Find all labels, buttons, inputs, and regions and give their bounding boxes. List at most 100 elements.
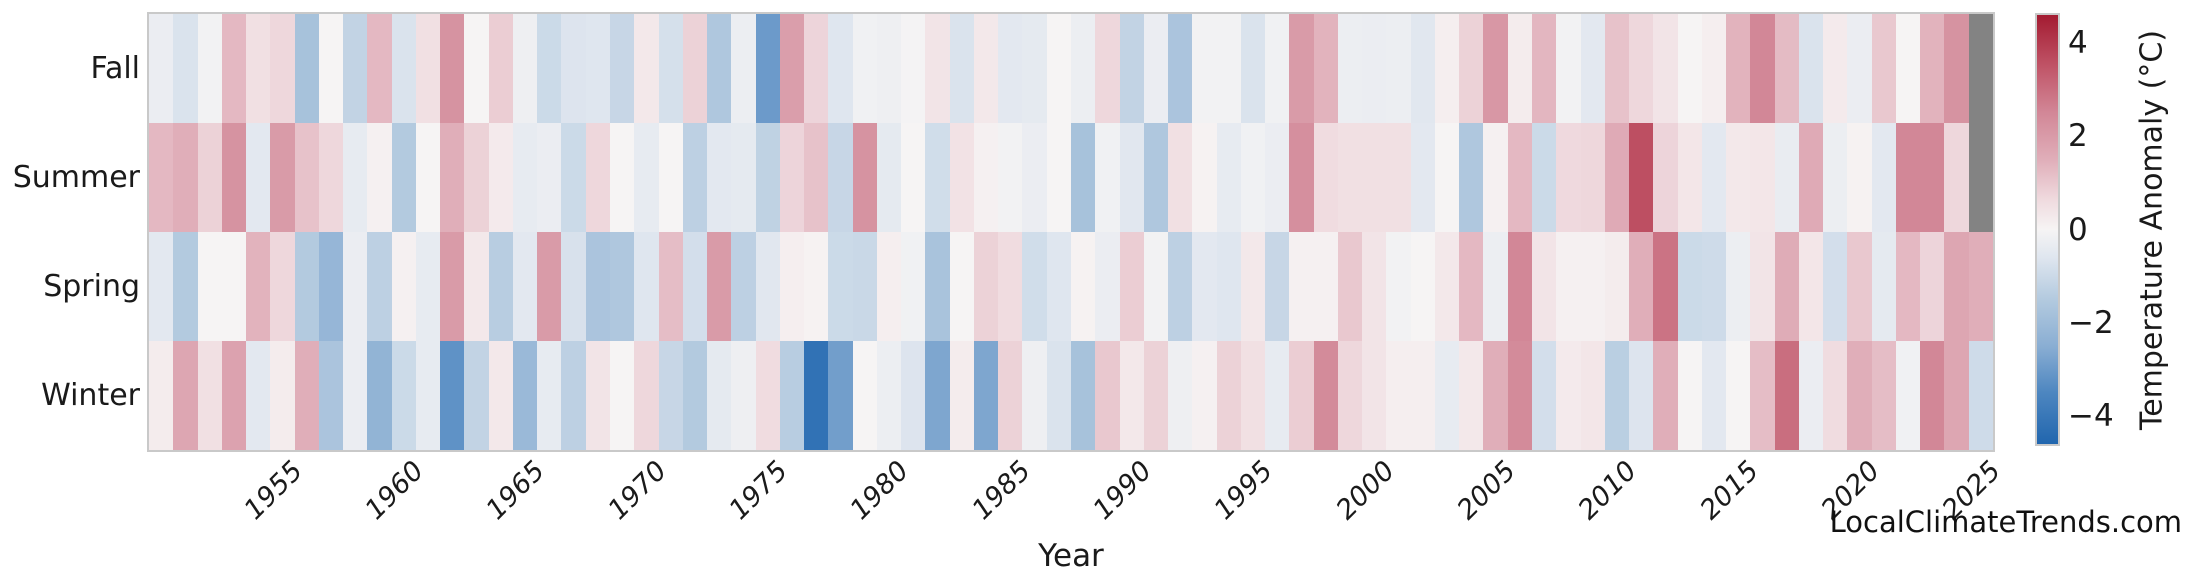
heatmap-cell	[1701, 14, 1727, 123]
heatmap-cell	[1532, 341, 1557, 450]
heatmap-cell	[1386, 232, 1411, 341]
x-tick-1955: 1955	[238, 455, 309, 526]
heatmap-cell	[634, 14, 659, 123]
heatmap-cell	[731, 123, 756, 232]
heatmap-cell	[561, 232, 586, 341]
colorbar-tick-0: 0	[2068, 211, 2088, 248]
heatmap-cell	[221, 123, 247, 232]
heatmap-cell	[343, 232, 368, 341]
row-label-winter: Winter	[41, 377, 140, 413]
heatmap-cell	[1823, 14, 1848, 123]
heatmap-cell	[149, 123, 174, 232]
heatmap-cell	[1532, 14, 1557, 123]
heatmap-cell	[1968, 232, 1993, 341]
heatmap-cell	[173, 123, 198, 232]
heatmap-cell	[221, 341, 247, 450]
heatmap-cell	[1701, 341, 1727, 450]
heatmap-cell	[1823, 232, 1848, 341]
heatmap-cell	[1798, 14, 1824, 123]
heatmap-cell	[1920, 123, 1945, 232]
heatmap-cell	[1823, 123, 1848, 232]
heatmap-cell	[1337, 123, 1363, 232]
x-tick-1975: 1975	[723, 455, 794, 526]
colorbar-tick--2: −2	[2068, 304, 2114, 341]
heatmap-cell	[1507, 341, 1532, 450]
heatmap-cell	[1774, 341, 1799, 450]
heatmap-cell	[270, 341, 295, 450]
heatmap-cell	[779, 232, 805, 341]
heatmap-cell	[149, 14, 174, 123]
heatmap-cell	[1580, 123, 1605, 232]
heatmap-cell	[1119, 14, 1144, 123]
heatmap-cell	[1168, 14, 1193, 123]
heatmap-cell	[464, 14, 489, 123]
heatmap-cell	[1750, 14, 1775, 123]
heatmap-cell	[1265, 14, 1290, 123]
x-tick-1965: 1965	[480, 455, 552, 526]
heatmap-cell	[512, 341, 538, 450]
heatmap-cell	[1604, 123, 1630, 232]
heatmap-cell	[1847, 14, 1872, 123]
heatmap-cell	[634, 123, 659, 232]
heatmap-cell	[343, 14, 368, 123]
heatmap-cell	[755, 123, 780, 232]
colorbar	[2035, 13, 2060, 446]
heatmap-cell	[1895, 123, 1921, 232]
heatmap-cell	[1871, 232, 1896, 341]
x-tick-2005: 2005	[1451, 455, 1522, 526]
heatmap-cell	[1653, 123, 1678, 232]
heatmap-cell	[1313, 232, 1338, 341]
heatmap-cell	[561, 341, 586, 450]
heatmap-cell	[318, 232, 344, 341]
heatmap-cell	[1119, 232, 1144, 341]
heatmap-cell	[1192, 14, 1217, 123]
heatmap-cell	[1726, 341, 1751, 450]
heatmap-cell	[1386, 341, 1411, 450]
heatmap-cell	[1968, 123, 1993, 232]
heatmap-cell	[1629, 14, 1654, 123]
heatmap-cell	[731, 14, 756, 123]
heatmap-cell	[1240, 232, 1266, 341]
heatmap-cell	[1216, 232, 1241, 341]
heatmap-cell	[852, 123, 877, 232]
heatmap-cell	[1143, 232, 1169, 341]
x-tick-2015: 2015	[1693, 455, 1765, 526]
heatmap-cell	[876, 14, 902, 123]
heatmap-cell	[998, 14, 1023, 123]
x-tick-2010: 2010	[1572, 455, 1644, 526]
heatmap-cell	[828, 232, 853, 341]
heatmap-cell	[1847, 232, 1872, 341]
heatmap-cell	[1580, 341, 1605, 450]
heatmap-cell	[1653, 232, 1678, 341]
colorbar-label: Temperature Anomaly (°C)	[2134, 29, 2170, 431]
heatmap-cell	[415, 123, 441, 232]
heatmap-cell	[1459, 232, 1484, 341]
heatmap-cell	[367, 232, 392, 341]
heatmap-cell	[973, 14, 999, 123]
heatmap-cell	[1677, 123, 1702, 232]
heatmap-cell	[998, 232, 1023, 341]
heatmap-cell	[440, 14, 465, 123]
heatmap-cell	[537, 232, 562, 341]
heatmap-cell	[1095, 232, 1120, 341]
heatmap-cell	[949, 14, 974, 123]
heatmap-cell	[294, 123, 319, 232]
heatmap-cell	[1507, 14, 1532, 123]
heatmap-cell	[415, 232, 441, 341]
heatmap-cell	[488, 341, 513, 450]
heatmap-cell	[1192, 341, 1217, 450]
heatmap-cell	[391, 123, 416, 232]
heatmap-cell	[1895, 232, 1921, 341]
heatmap-cell	[1240, 341, 1266, 450]
heatmap-cell	[1459, 14, 1484, 123]
heatmap-cell	[1168, 341, 1193, 450]
heatmap-cell	[1604, 341, 1630, 450]
heatmap-cell	[1604, 14, 1630, 123]
heatmap-cell	[1095, 123, 1120, 232]
heatmap-cell	[1362, 14, 1387, 123]
heatmap-cell	[707, 123, 732, 232]
heatmap-cell	[1289, 232, 1314, 341]
heatmap-cell	[804, 123, 829, 232]
heatmap-cell	[658, 123, 683, 232]
heatmap-cell	[1143, 123, 1169, 232]
